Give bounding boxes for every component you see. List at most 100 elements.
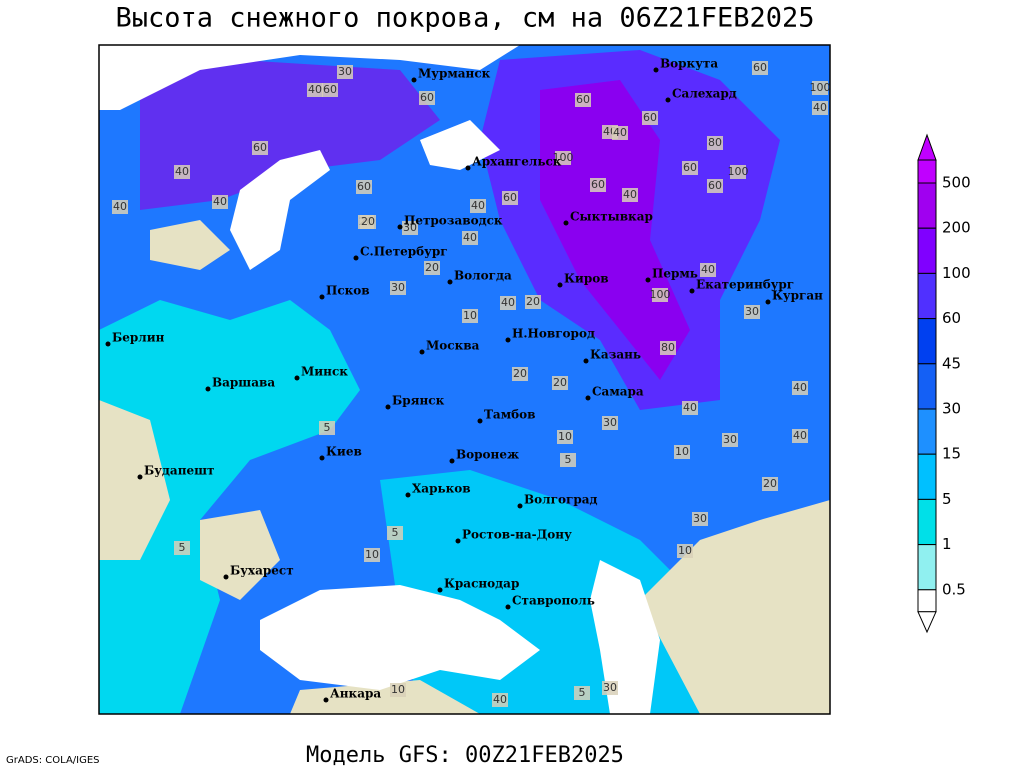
contour-label: 60 — [420, 91, 434, 104]
contour-label: 40 — [493, 693, 507, 706]
colorbar-label: 5 — [942, 490, 952, 508]
contour-label: 40 — [613, 126, 627, 139]
city-dot — [323, 697, 329, 703]
city-dot — [294, 375, 300, 381]
contour-label-box — [682, 401, 698, 415]
contour-label-box — [752, 61, 768, 75]
city-dot — [105, 341, 111, 347]
colorbar-label: 500 — [942, 174, 971, 192]
contour-label-box — [307, 83, 323, 97]
city-label: Бухарест — [230, 564, 294, 578]
contour-label: 20 — [763, 477, 777, 490]
city-dot — [645, 277, 651, 283]
contour-label-box — [812, 101, 828, 115]
city-dot — [583, 358, 589, 364]
colorbar-label: 0.5 — [942, 580, 966, 598]
contour-label-box — [492, 693, 508, 707]
city-label: Вологда — [454, 269, 512, 283]
contour-label-box — [557, 430, 573, 444]
colorbar-label: 15 — [942, 445, 961, 463]
contour-label-box — [322, 83, 338, 97]
city-dot — [689, 288, 695, 294]
contour-label: 30 — [338, 65, 352, 78]
contour-label-box — [602, 416, 618, 430]
bare-ground — [290, 680, 480, 714]
city-label: Салехард — [672, 87, 737, 101]
city-dot — [505, 337, 511, 343]
contour-label: 5 — [565, 453, 572, 466]
contour-label-box — [692, 512, 708, 526]
city-dot — [465, 165, 471, 171]
city-dot — [205, 386, 211, 392]
contour-label: 10 — [391, 683, 405, 696]
colorbar-segment — [917, 159, 937, 184]
contour-label-box — [512, 367, 528, 381]
contour-label-box — [360, 215, 376, 229]
light-snow-west — [99, 300, 360, 714]
contour-label: 20 — [361, 215, 375, 228]
contour-label: 40 — [213, 195, 227, 208]
contour-label: 5 — [179, 541, 186, 554]
city-dot — [665, 97, 671, 103]
contour-label-box — [502, 191, 518, 205]
contour-label: 5 — [392, 526, 399, 539]
city-label: Брянск — [392, 394, 445, 408]
city-dot — [319, 455, 325, 461]
contour-label-box — [590, 178, 606, 192]
contour-label: 60 — [503, 191, 517, 204]
contour-label-box — [252, 141, 268, 155]
contour-labels: 3040606060404040604020603040604010040608… — [112, 61, 831, 707]
city-label: Псков — [326, 284, 370, 298]
contour-label-box — [642, 111, 658, 125]
contour-label: 10 — [365, 548, 379, 561]
contour-label-box — [560, 453, 576, 467]
city-label: Варшава — [212, 376, 275, 390]
city-label: Воронеж — [456, 448, 519, 462]
contour-label: 10 — [678, 544, 692, 557]
black-sea — [260, 585, 540, 690]
colorbar-segment — [917, 589, 937, 613]
contour-label-box — [387, 526, 403, 540]
cities: Мурманск Воркута Салехард Архангельск Сыктыв… — [105, 57, 823, 703]
contour-label: 40 — [813, 101, 827, 114]
contour-label-box — [356, 180, 372, 194]
colorbar-segment — [917, 408, 937, 455]
city-label: Архангельск — [472, 155, 562, 169]
contour-label: 10 — [463, 309, 477, 322]
contour-label: 40 — [623, 188, 637, 201]
contour-label: 40 — [701, 263, 715, 276]
contour-label: 30 — [745, 305, 759, 318]
city-dot — [585, 395, 591, 401]
deep-snow-north — [140, 60, 440, 210]
sea-north — [99, 45, 520, 110]
contour-label-box — [660, 341, 676, 355]
city-label: Пермь — [652, 267, 698, 281]
contour-label-box — [574, 686, 590, 700]
city-dot — [319, 294, 325, 300]
contour-label: 30 — [603, 416, 617, 429]
colorbar-label: 1 — [942, 535, 952, 553]
city-dot — [397, 224, 403, 230]
contour-label-box — [762, 477, 778, 491]
colorbar-segment — [917, 544, 937, 591]
colorbar-label: 200 — [942, 219, 971, 237]
contour-label: 40 — [471, 199, 485, 212]
contour-label-box — [575, 93, 591, 107]
contour-label: 20 — [513, 367, 527, 380]
contour-label: 40 — [793, 381, 807, 394]
city-dot — [353, 255, 359, 261]
contour-label: 5 — [579, 686, 586, 699]
contour-label-box — [174, 165, 190, 179]
colorbar-cap — [917, 133, 937, 161]
contour-label-box — [424, 261, 440, 275]
contour-label: 10 — [558, 430, 572, 443]
colorbar-segment — [917, 498, 937, 546]
city-dot — [449, 458, 455, 464]
credit: GrADS: COLA/IGES — [6, 755, 100, 766]
bare-ground — [150, 220, 230, 270]
contour-label: 10 — [675, 445, 689, 458]
contour-label: 60 — [753, 61, 767, 74]
city-dot — [447, 279, 453, 285]
contour-label-box — [677, 544, 693, 558]
